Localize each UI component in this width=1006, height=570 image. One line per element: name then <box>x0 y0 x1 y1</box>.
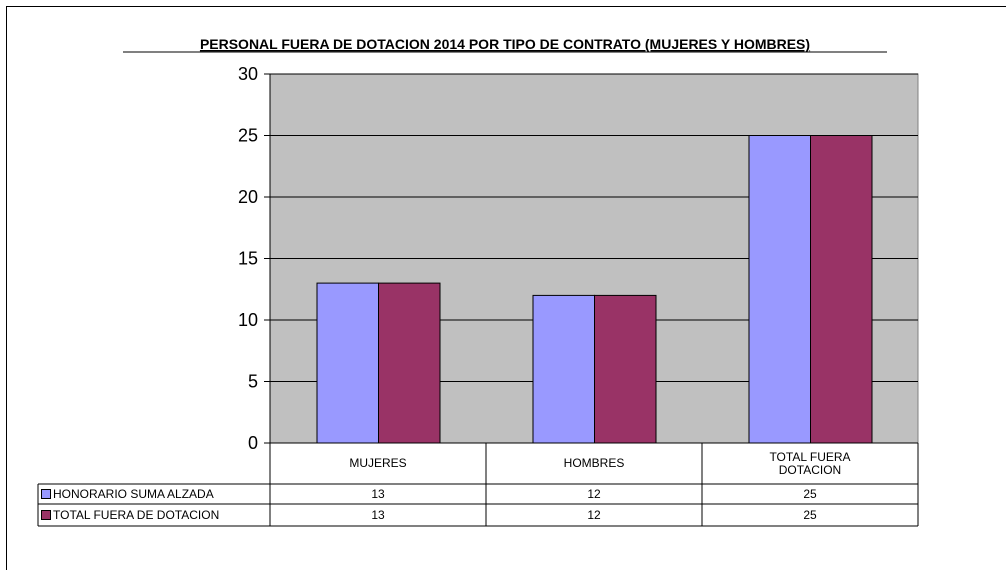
bar <box>532 294 595 444</box>
table-value: 25 <box>803 507 817 522</box>
bar <box>594 294 657 444</box>
chart-title: PERSONAL FUERA DE DOTACION 2014 POR TIPO… <box>200 36 810 52</box>
y-tick-label: 5 <box>248 372 258 392</box>
bar <box>748 135 811 444</box>
table-value: 12 <box>587 486 601 501</box>
table-value: 12 <box>587 507 601 522</box>
table-value: 13 <box>371 507 385 522</box>
legend-entry: HONORARIO SUMA ALZADA <box>38 484 270 504</box>
y-tick-label: 10 <box>238 310 258 330</box>
legend-label: TOTAL FUERA DE DOTACION <box>53 507 220 522</box>
x-tick-label: TOTAL FUERA DOTACION <box>769 449 851 477</box>
legend-entry: TOTAL FUERA DE DOTACION <box>38 504 270 526</box>
x-tick-label: HOMBRES <box>563 456 625 470</box>
frame-border <box>6 6 1006 570</box>
x-tick-label: MUJERES <box>349 456 407 470</box>
legend-key <box>41 510 51 520</box>
table-value: 13 <box>371 486 385 501</box>
y-tick-label: 0 <box>248 433 258 453</box>
legend-key <box>41 489 51 499</box>
bar <box>810 135 873 444</box>
y-tick-label: 20 <box>238 187 258 207</box>
y-tick-label: 15 <box>238 249 258 269</box>
legend-label: HONORARIO SUMA ALZADA <box>53 486 214 501</box>
bar <box>378 282 441 444</box>
table-value: 25 <box>803 486 817 501</box>
bar <box>316 282 379 444</box>
y-tick-label: 30 <box>238 64 258 84</box>
y-tick-label: 25 <box>238 126 258 146</box>
